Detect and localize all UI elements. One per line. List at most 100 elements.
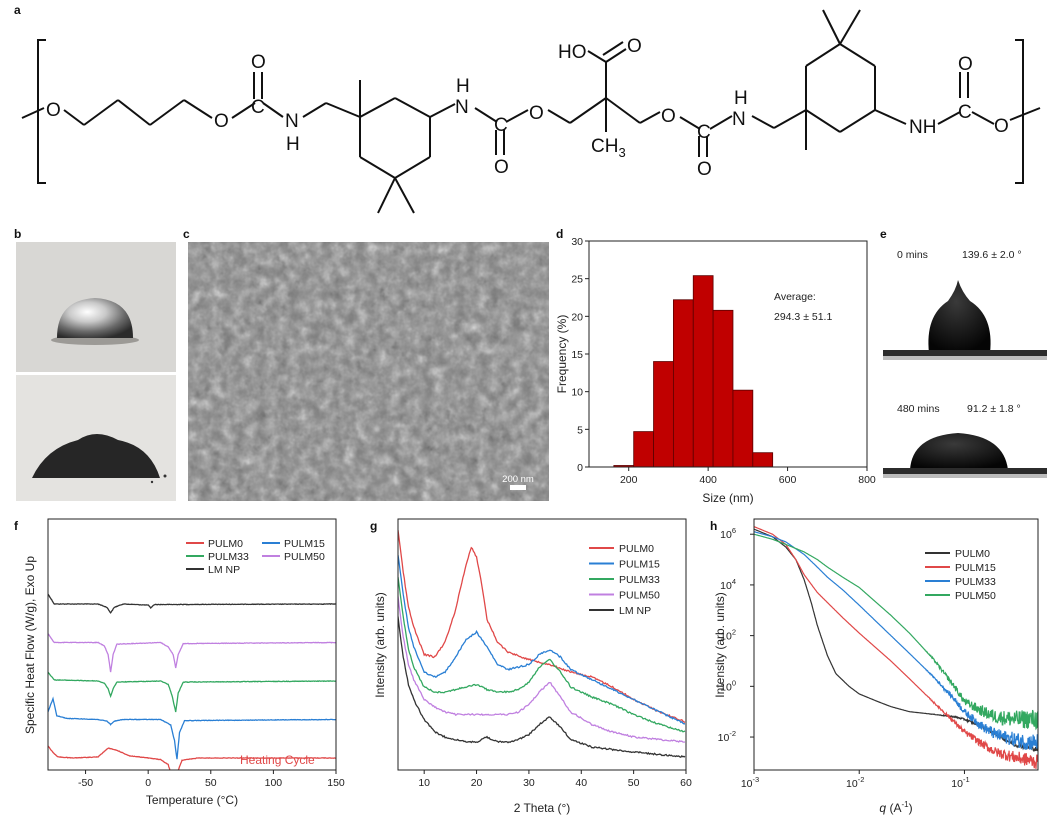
lm-np-powder [32,434,160,478]
panel-label-a: a [14,3,21,17]
contact-time-1: 0 mins [897,249,928,261]
plot-frame-h [753,518,1039,771]
series-line [48,671,336,713]
series-line [48,745,336,770]
panel-e-contact-angle: e 0 mins 139.6 ± 2.0 ° 480 mins 91.2 ± 1… [880,227,1047,478]
legend-g: PULM0 PULM15 PULM33 PULM50 LM NP [589,543,660,617]
powder-speck [163,474,167,478]
x-tick-label-f: -50 [78,777,93,789]
atom-c1: C [251,97,265,118]
x-tick-label-d: 800 [858,474,876,486]
y-tick-label-d: 30 [571,236,583,248]
legend-f: PULM0 PULM15 PULM33 PULM50 LM NP [186,538,325,576]
series-line [48,633,336,673]
series-line [754,526,1038,769]
atom-o6: O [627,36,642,57]
panel-f-dsc: f -50 0 50 100 150 PULM0 PULM15 PULM33 PULM50 LM… [14,518,345,807]
panel-d-histogram: d 200 400 600 800 0 5 10 15 20 25 30 Size (nm) Fre… [555,227,876,505]
panel-label-b: b [14,227,21,241]
y-tick-label-d: 5 [577,424,583,436]
histogram-bar [672,299,694,467]
x-tick-label-f: 50 [205,777,217,789]
x-tick-label-g: 10 [418,777,430,789]
powder-speck [150,480,154,484]
series-line [398,577,686,733]
x-axis-label-h-unit: (A [886,801,901,815]
lm-droplet [57,298,133,338]
y-tick-label-d: 25 [571,274,583,286]
atom-n1: N [285,111,299,132]
average-value: 294.3 ± 51.1 [774,311,832,323]
substrate-reflection-1 [883,356,1047,360]
y-tick-label-h: 104 [720,577,736,592]
x-tick-label-h: 10-2 [846,775,864,790]
panel-label-d: d [556,227,563,241]
legend-label: PULM33 [955,576,996,588]
panel-label-e: e [880,227,887,241]
atom-o5: O [529,103,544,124]
panel-label-h: h [710,519,717,533]
histogram-bar [752,452,774,467]
x-tick-label-h: 10-3 [741,775,759,790]
atom-nh: NH [909,117,936,138]
y-tick-exp-h: 4 [732,577,736,586]
x-tick-exp-h: -2 [858,775,865,784]
y-tick-exp-h: -2 [729,729,736,738]
atom-h1: H [286,134,300,155]
series-line [48,696,336,760]
x-tick-label-d: 400 [699,474,717,486]
legend-label: PULM0 [955,548,990,560]
atom-o8: O [697,159,712,180]
histogram-bar [692,275,714,467]
histogram-bar [732,389,754,467]
y-axis-label-h: Intensity (arb. units) [713,592,727,697]
series-line [754,531,1038,750]
contact-time-2: 480 mins [897,403,940,415]
series-line [398,616,686,758]
x-tick-label-h: 10-1 [951,775,969,790]
atom-o9: O [958,54,973,75]
y-tick-label-d: 20 [571,311,583,323]
x-axis-label-h-exp: -1 [901,800,909,809]
x-axis-label-h-close: ) [909,801,913,815]
x-tick-exp-h: -3 [753,775,760,784]
atom-ho: HO [558,42,587,63]
scale-bar [510,485,526,490]
dsc-series [48,593,336,770]
atom-c3: C [697,122,711,143]
saxs-series [754,526,1038,769]
atom-o3: O [251,52,266,73]
x-tick-label-f: 150 [327,777,345,789]
legend-label: PULM0 [619,543,654,555]
bonds [21,9,1041,214]
y-tick-exp-h: 6 [732,526,736,535]
y-tick-base-h: 10 [720,580,732,592]
y-tick-label-h: 10-2 [718,729,736,744]
atom-n3: N [732,109,746,130]
legend-label: PULM15 [955,562,996,574]
x-tick-base-h: 10 [741,778,753,790]
series-line [48,593,336,614]
x-tick-label-d: 200 [620,474,638,486]
series-line [754,533,1038,731]
atom-h2: H [456,76,470,97]
right-bracket [1015,39,1024,184]
heating-cycle-label: Heating Cycle [240,753,315,767]
panel-c-sem: c 200 nm [183,227,549,501]
x-axis-label-h: q (A-1) [879,800,912,815]
x-axis-label-h-q: q [879,801,886,815]
plot-frame-g [397,518,687,771]
series-line [754,528,1038,752]
histogram-bar [633,431,654,467]
atom-c2: C [494,115,508,136]
plot-frame-f [47,518,337,771]
y-tick-base-h: 10 [720,529,732,541]
atom-n2: N [455,97,469,118]
substrate-1 [883,350,1047,357]
y-tick-label-h: 102 [720,628,736,643]
x-axis-label-f: Temperature (°C) [146,793,238,807]
panel-b-photos: b [14,227,176,501]
x-tick-exp-h: -1 [963,775,970,784]
